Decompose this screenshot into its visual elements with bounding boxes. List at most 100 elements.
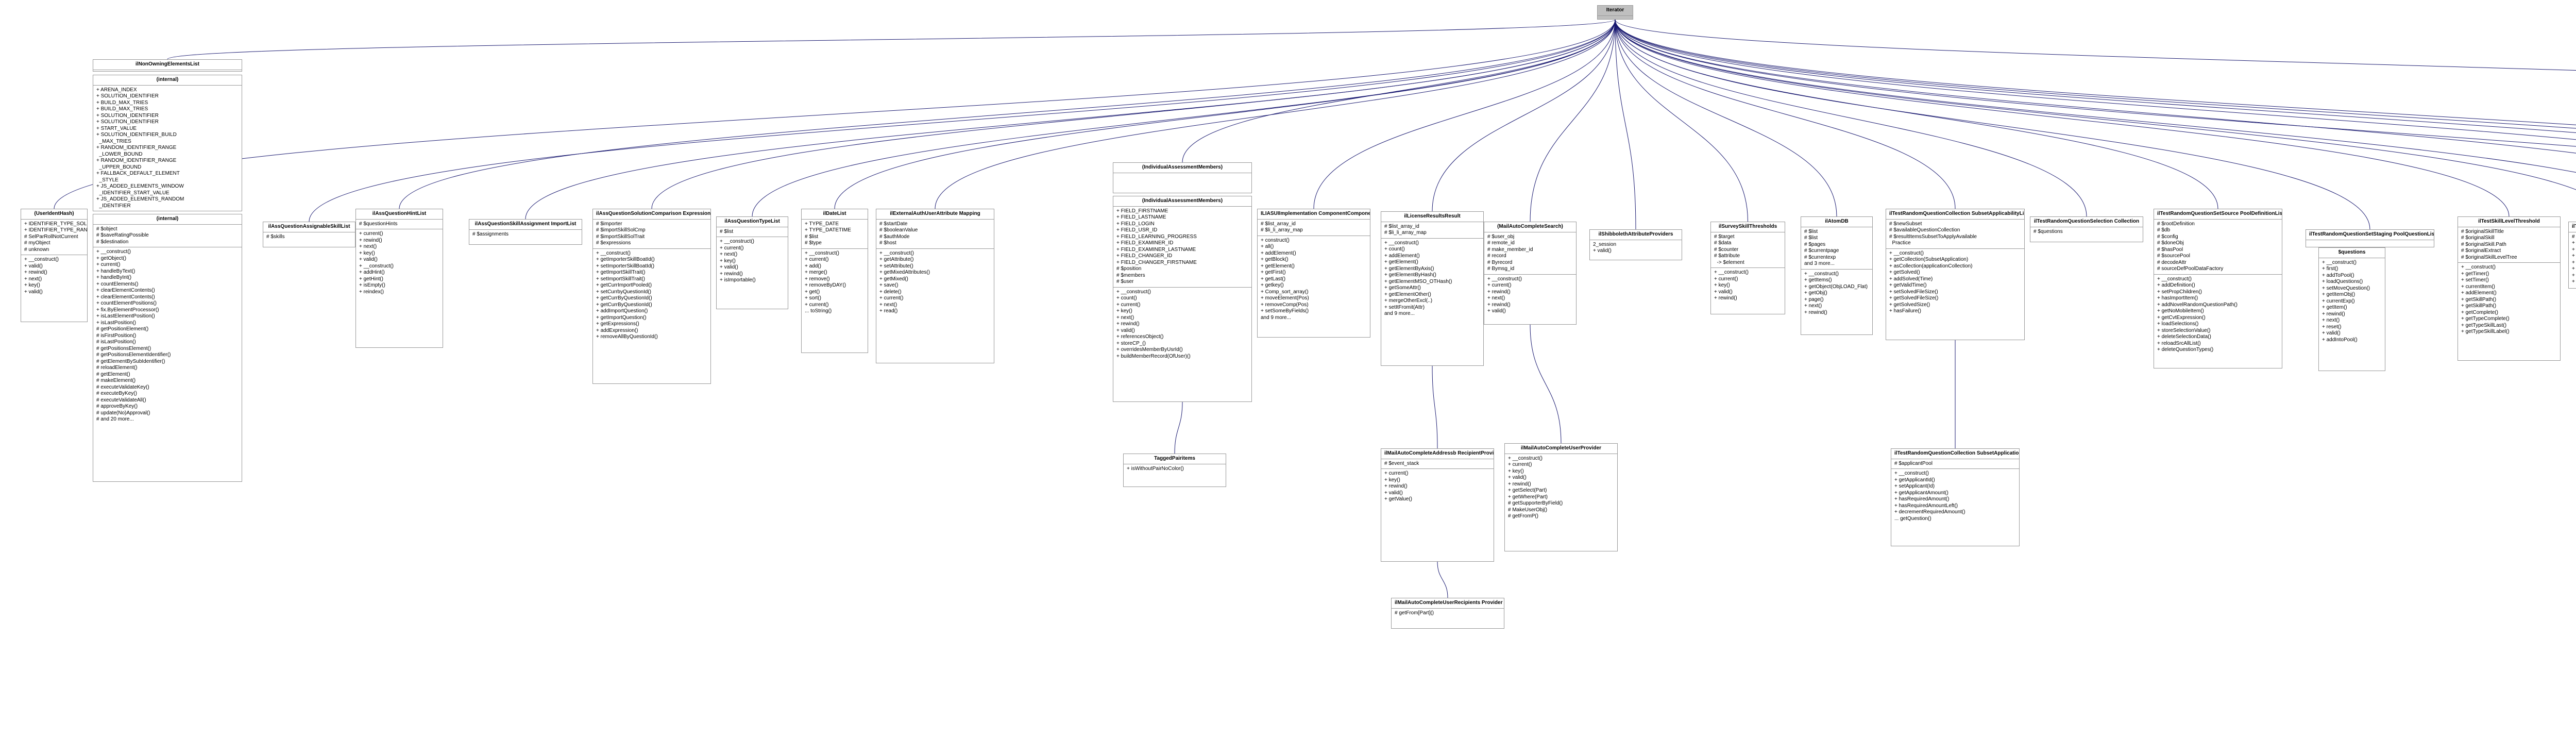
uml-class-questcollset: ilTestRandomQuestionSelection Collection…	[2030, 216, 2143, 242]
class-section: # $skills	[263, 232, 355, 242]
uml-class-typelist: ilAssQuestionTypeList# $list+ __construc…	[716, 216, 788, 309]
uml-class-userident: (UserIdentHash)+ IDENTIFIER_TYPE_SOLUTIO…	[21, 209, 88, 322]
class-section: # $applicantPool	[1891, 459, 2019, 469]
class-title: ilTestRandomQuestionSelection Collection	[2030, 217, 2143, 227]
class-title: ilTestRandomQuestionSetStaging PoolQuest…	[2306, 230, 2434, 240]
uml-class-accessrestrict: ilLicenseResultsResult# $list_array_id #…	[1381, 211, 1484, 366]
uml-class-elemattr: ilExternalAuthUserAttribute Mapping# $st…	[876, 209, 994, 363]
inheritance-edge	[1615, 20, 2576, 209]
inheritance-edge	[1615, 20, 2370, 229]
inheritance-edge	[1615, 20, 1748, 222]
class-title: ilShibbolethAttributeProviders	[1590, 230, 1682, 240]
class-title: ilAssQuestionHintList	[356, 209, 443, 220]
class-title: ilMailAutoCompleteUserProvider	[1505, 444, 1617, 454]
class-section: # $list	[717, 227, 788, 238]
inheritance-edge	[1615, 20, 2218, 209]
class-section: + __construct() + addDefinition() + setP…	[2154, 275, 2282, 355]
class-section: # $startDate # $booleanValue # $authMode…	[876, 220, 994, 249]
uml-class-questcoll: ilTestRandomQuestionCollection SubsetApp…	[1886, 209, 2025, 340]
class-section: # $questionHints	[356, 220, 443, 230]
class-section: # $event_stack	[1381, 459, 1494, 469]
class-section: + __construct() + getAttribute() + setAt…	[876, 249, 994, 316]
class-title: ilTestRandomQuestionCollection SubsetApp…	[1886, 209, 2024, 220]
class-section: # $sourcePools + __construct() + addThre…	[2569, 232, 2576, 287]
class-title: ilAssQuestionSolutionComparison Expressi…	[593, 209, 710, 220]
inheritance-edge	[1615, 20, 2576, 216]
class-title: ilDateList	[802, 209, 868, 220]
class-title: ilLicenseResultsResult	[1381, 212, 1483, 222]
inheritance-edge	[1615, 20, 2509, 216]
class-title: ilTestRandomQuestionCollection SubsetApp…	[1891, 449, 2019, 459]
uml-class-mailprovider2: ilMailAutoCompleteUserRecipients Provide…	[1391, 598, 1504, 629]
class-section: + ARENA_INDEX + SOLUTION_IDENTIFIER + BU…	[93, 86, 242, 211]
uml-class-blocks: ilAssQuestionAssignableSkillList# $skill…	[263, 222, 355, 247]
class-title: TaggedPairitems	[1124, 454, 1226, 464]
uml-class-userlist2: (internal)# $object # $saveRatingPossibl…	[93, 214, 242, 482]
class-title: (internal)	[93, 214, 242, 225]
inheritance-edge	[1432, 366, 1437, 448]
inheritance-edge	[1615, 20, 2576, 111]
uml-class-iterator: Iterator	[1597, 5, 1633, 20]
inheritance-edge	[167, 20, 1615, 59]
class-section: + __construct() + current() + next() + k…	[717, 237, 788, 286]
uml-class-setsrc: ilTestRandomQuestionSetSource PoolDefini…	[2154, 209, 2282, 368]
inheritance-edge	[1432, 20, 1615, 211]
class-section: + __construct() + getObject() + current(…	[93, 247, 242, 425]
class-section: + __construct() + current() + key() + va…	[1711, 268, 1785, 304]
uml-class-qhintlist: ilAssQuestionHintList# $questionHints+ c…	[355, 209, 443, 348]
inheritance-edge	[54, 20, 1615, 209]
uml-class-mailprovider: ilMailAutoCompleteUserProvider+ __constr…	[1504, 443, 1618, 551]
class-section: + current() + key() + rewind() + valid()…	[1381, 469, 1494, 505]
class-section: # getFrom[Part]()	[1392, 609, 1504, 618]
uml-class-implmembers2: (IndividualAssessmentMembers)+ FIELD_FIR…	[1113, 196, 1252, 402]
uml-class-provider: ilShibbolethAttributeProviders2_session …	[1589, 229, 1682, 260]
inheritance-edge	[1615, 20, 2087, 216]
uml-class-compexplist: ilAssQuestionSolutionComparison Expressi…	[592, 209, 711, 384]
uml-class-stages: ilTestRandomQuestionSetStaging PoolQuest…	[2306, 229, 2434, 247]
inheritance-edge	[399, 20, 1615, 209]
class-title: ilMailAutoCompleteAddressb RecipientProv…	[1381, 449, 1494, 459]
class-section: # $assignments	[469, 230, 582, 240]
class-section: + IDENTIFIER_TYPE_SOLUTION + IDENTIFIER_…	[21, 220, 87, 256]
class-section: + FIELD_FIRSTNAME + FIELD_LASTNAME + FIE…	[1113, 207, 1251, 288]
uml-class-mailautosource: (MailAutoCompleteSearch)# $user_obj # re…	[1484, 222, 1577, 325]
inheritance-edge	[1182, 20, 1615, 162]
class-title: $questions	[2319, 248, 2385, 258]
class-section: 2_session + valid()	[1590, 240, 1682, 256]
inheritance-edge	[1615, 20, 1636, 229]
uml-class-alert: (internal)+ ARENA_INDEX + SOLUTION_IDENT…	[93, 75, 242, 211]
uml-class-datelist: ilDateList+ TYPE_DATE + TYPE_DATETIME # …	[801, 209, 868, 353]
class-section: + current() + rewind() + next() + key() …	[356, 229, 443, 297]
class-title: ilAssQuestionTypeList	[717, 217, 788, 227]
inheritance-edge	[1615, 20, 2576, 209]
class-title: ilSurveySkillThresholds	[1711, 222, 1785, 232]
inheritance-edge	[935, 20, 1615, 209]
diagram-canvas: Iterator ilNonOwningElementsList (internal…	[0, 0, 2576, 738]
inheritance-edge	[1615, 20, 2576, 227]
class-title: ilMailAutoCompleteUserRecipients Provide…	[1392, 598, 1504, 609]
inheritance-edge	[1615, 20, 2576, 209]
inheritance-edge	[1437, 562, 1448, 598]
class-section: + __construct() + getApplicantId() + set…	[1891, 469, 2019, 524]
uml-class-skilllevelimp: ilTestSkillLevelThreshold ImportList# $s…	[2568, 222, 2576, 289]
class-section: # $object # $saveRatingPossible # $desti…	[93, 225, 242, 248]
class-title: ilTestSkillLevelThreshold ImportList	[2569, 222, 2576, 232]
inheritance-edge	[1615, 20, 2576, 209]
class-section: + __construct() + getTimer() + setTimer(…	[2458, 263, 2560, 337]
uml-class-subcoll: ilTestRandomQuestionCollection SubsetApp…	[1891, 448, 2020, 546]
class-title: Iterator	[1598, 6, 1633, 16]
class-section: # $list_array_id # $li_li_array_map	[1258, 220, 1370, 236]
class-section: + __construct() + getItems() + getObject…	[1801, 270, 1872, 318]
uml-class-nonelem: ilNonOwningElementsList	[93, 59, 242, 72]
class-section: # $list_array_id # $li_li_array_map	[1381, 222, 1483, 239]
class-title: (internal)	[93, 75, 242, 86]
class-section: + __construct() + current() + add() + me…	[802, 249, 868, 316]
class-section: + __construct() + current() + rewind() +…	[1484, 275, 1576, 316]
inheritance-edge	[1615, 20, 1955, 209]
uml-class-taggeditems: TaggedPairitems+ isWithoutPairNoColor()	[1123, 454, 1226, 487]
class-section: + __construct() + current() + key() + va…	[1505, 454, 1617, 522]
class-section: + __construct() + valid() + rewind() + n…	[21, 255, 87, 297]
class-section: # $rootDefinition # $db # $config # $don…	[2154, 220, 2282, 275]
uml-class-assignlist: ilAssQuestionSkillAssignment ImportList#…	[469, 219, 582, 245]
class-section: + TYPE_DATE + TYPE_DATETIME # $list # $t…	[802, 220, 868, 249]
